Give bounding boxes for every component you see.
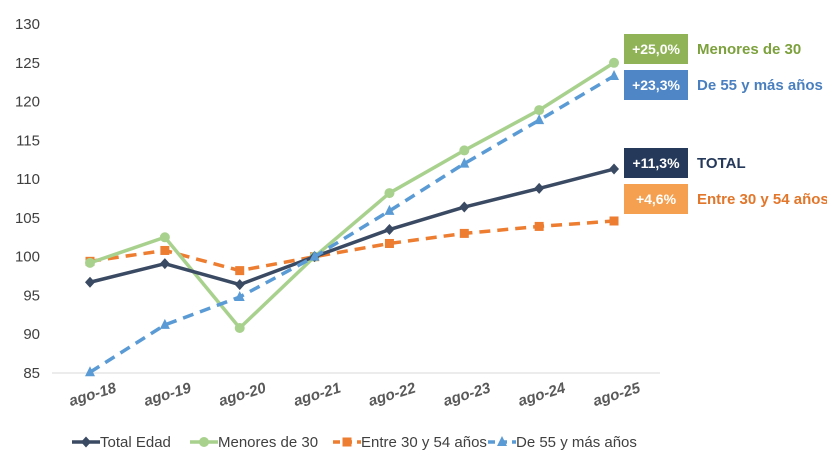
x-tick-label: ago-24 [516,379,568,410]
annotation-badge: +23,3% De 55 y más años [624,70,823,100]
data-point [309,250,320,261]
badge-label: Entre 30 y 54 años [697,191,827,208]
data-point [384,238,394,248]
series-line [89,61,615,330]
x-axis: ago-18 ago-19 ago-20 ago-21 ago-22 ago-23 ago-… [52,372,660,410]
badge-box [624,148,688,178]
y-tick-label: 125 [15,55,40,72]
data-point [234,279,245,291]
legend-item: Menores de 30 [190,434,318,451]
data-point [459,228,469,238]
x-tick-label: ago-22 [367,379,419,410]
badge-value: +11,3% [632,155,680,171]
badge-box [624,70,688,100]
annotation-layer: +25,0% Menores de 30 +23,3% De 55 y más año… [624,34,827,214]
y-tick-label: 130 [15,16,40,33]
badge-value: +23,3% [632,77,680,93]
y-tick-label: 110 [16,171,40,188]
data-point [85,276,95,288]
data-point [342,437,352,447]
data-point [159,318,170,329]
x-tick-label: ago-23 [441,379,493,410]
series-line [89,167,615,287]
badge-box [624,184,688,214]
legend-item: Entre 30 y 54 años [333,434,487,451]
x-tick-label: ago-18 [67,379,119,410]
legend-label: Entre 30 y 54 años [361,434,487,451]
series-layer [85,57,620,377]
data-point [234,290,245,301]
data-point [534,221,544,231]
data-point [497,436,507,446]
annotation-badge: +11,3% TOTAL [624,148,746,178]
data-point [459,145,470,156]
data-point [534,182,545,194]
data-point [384,188,395,199]
badge-label: Menores de 30 [697,41,801,58]
badge-value: +4,6% [636,191,677,207]
legend-label: De 55 y más años [516,434,637,451]
data-point [85,366,95,377]
data-point [234,323,245,334]
data-point [459,157,470,168]
series-line [89,74,615,374]
x-tick-label: ago-19 [142,379,194,410]
data-point [235,266,245,276]
y-tick-label: 115 [16,132,40,149]
data-point [85,257,95,268]
data-point [534,114,545,125]
y-tick-label: 105 [15,210,40,227]
y-axis: 85 90 95 100 105 110 115 120 125 130 [15,16,40,382]
x-tick-label: ago-21 [292,379,343,409]
data-point [159,232,170,243]
data-point [609,163,620,175]
legend-item: Total Edad [72,434,171,451]
data-point [609,69,620,80]
data-point [609,57,620,68]
y-tick-label: 85 [23,365,40,382]
x-tick-label: ago-25 [591,379,643,410]
data-point [459,201,470,213]
x-tick-label: ago-20 [217,379,269,410]
data-point [160,245,170,255]
annotation-badge: +25,0% Menores de 30 [624,34,801,64]
y-tick-label: 100 [15,249,40,266]
data-point [534,105,545,116]
badge-box [624,34,688,64]
y-tick-label: 95 [23,287,40,304]
data-point [384,204,395,215]
legend: Total Edad Menores de 30 Entre 30 y 54 año… [72,434,637,451]
badge-value: +25,0% [632,41,680,57]
data-point [384,224,395,236]
data-point [81,436,91,448]
legend-label: Total Edad [100,434,171,451]
series-menores-de-30 [85,57,620,334]
data-point [159,258,170,270]
badge-label: TOTAL [697,155,746,172]
data-point [199,437,209,447]
data-point [609,216,619,226]
series-de-55-y-m-s-a-os [85,69,620,377]
annotation-badge: +4,6% Entre 30 y 54 años [624,184,827,214]
legend-item: De 55 y más años [488,434,637,451]
y-tick-label: 120 [15,94,40,111]
badge-label: De 55 y más años [697,77,823,94]
legend-label: Menores de 30 [218,434,318,451]
y-tick-label: 90 [23,326,40,343]
